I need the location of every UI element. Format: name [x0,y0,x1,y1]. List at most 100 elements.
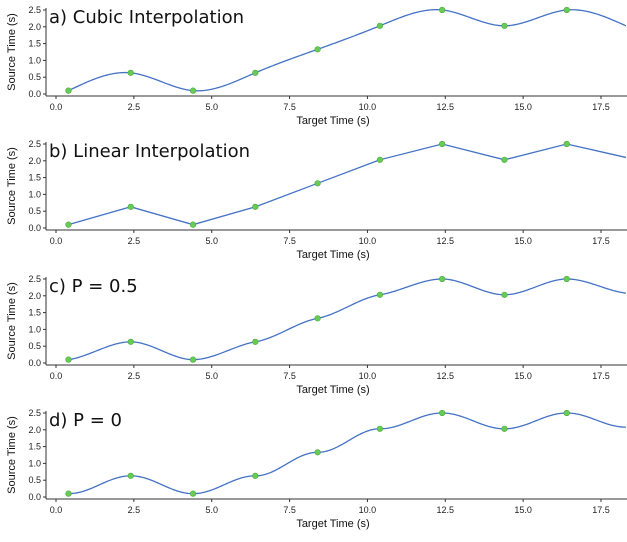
x-axis-label: Target Time (s) [296,115,369,127]
x-tick-label: 10.0 [359,102,377,112]
data-point [252,472,259,479]
panel-title: d) P = 0 [49,410,122,431]
x-tick-label: 2.5 [128,102,141,112]
data-point [314,315,321,322]
chart-panel: 0.0 0.5 1.0 1.5 2.0 2.5 0.0 2.5 5.0 7.5 10.0 12.5 15… [6,408,627,530]
data-point [252,69,259,76]
x-tick-label: 0.0 [50,102,63,112]
x-tick-label: 12.5 [437,505,455,515]
data-point [439,409,446,417]
data-point [439,140,446,148]
y-tick-label: 2.5 [28,274,41,284]
data-point [563,6,570,14]
x-tick-label: 15.0 [514,371,532,381]
data-point [65,87,72,94]
data-point [252,338,259,345]
chart-panel: 0.0 0.5 1.0 1.5 2.0 2.5 0.0 2.5 5.0 7.5 10.0 12.5 15… [6,139,627,261]
data-point [501,291,508,298]
y-tick-label: 1.5 [28,39,41,49]
y-tick-label: 0.5 [28,341,41,351]
data-point [563,275,570,283]
x-tick-label: 5.0 [205,102,218,112]
data-point [189,221,197,228]
data-point [563,409,570,417]
y-tick-label: 0.5 [28,206,41,216]
y-tick-label: 0.0 [28,492,41,502]
data-point [501,425,508,432]
data-point [501,22,508,29]
x-tick-label: 5.0 [205,236,218,246]
x-tick-label: 12.5 [437,371,455,381]
data-point [314,449,321,456]
y-axis-label: Source Time (s) [6,282,18,360]
y-tick-label: 1.5 [28,173,41,183]
x-tick-label: 2.5 [128,236,141,246]
data-point [127,338,134,345]
y-tick-label: 0.0 [28,223,41,233]
series-line [68,143,627,226]
x-tick-label: 7.5 [283,102,296,112]
y-axis-label: Source Time (s) [6,416,18,494]
data-point [501,156,508,163]
data-point [189,356,197,363]
x-tick-label: 17.5 [592,505,610,515]
y-tick-label: 2.5 [28,139,41,149]
data-point [314,180,321,187]
x-tick-label: 12.5 [437,236,455,246]
y-tick-label: 2.0 [28,425,41,435]
x-tick-label: 5.0 [205,371,218,381]
y-tick-label: 1.0 [28,55,41,65]
x-tick-label: 7.5 [283,371,296,381]
chart-panel: 0.0 0.5 1.0 1.5 2.0 2.5 0.0 2.5 5.0 7.5 10.0 12.5 15… [6,274,627,396]
y-tick-label: 0.0 [28,89,41,99]
x-axis-label: Target Time (s) [296,518,369,530]
x-tick-label: 0.0 [50,236,63,246]
x-tick-label: 15.0 [514,102,532,112]
y-tick-label: 1.0 [28,189,41,199]
x-tick-label: 10.0 [359,371,377,381]
series-line [68,9,627,92]
x-tick-label: 12.5 [437,102,455,112]
y-axis-label: Source Time (s) [6,147,18,225]
y-tick-label: 2.0 [28,22,41,32]
y-tick-label: 2.5 [28,408,41,418]
y-tick-label: 2.0 [28,156,41,166]
data-point [376,425,383,432]
x-tick-label: 10.0 [359,236,377,246]
x-tick-label: 10.0 [359,505,377,515]
data-point [376,22,383,29]
chart-panel: 0.0 0.5 1.0 1.5 2.0 2.5 0.0 2.5 5.0 7.5 10.0 12.5 15… [6,5,627,127]
data-point [127,69,134,76]
x-tick-label: 7.5 [283,505,296,515]
data-point [65,356,72,363]
y-tick-label: 0.0 [28,358,41,368]
x-tick-label: 5.0 [205,505,218,515]
data-point [439,6,446,14]
x-axis-label: Target Time (s) [296,384,369,396]
x-tick-label: 17.5 [592,102,610,112]
x-tick-label: 0.0 [50,505,63,515]
y-tick-label: 2.0 [28,291,41,301]
data-point [314,46,321,53]
y-axis-label: Source Time (s) [6,13,18,91]
data-point [127,472,134,479]
x-tick-label: 15.0 [514,505,532,515]
data-point [65,490,72,497]
y-tick-label: 0.5 [28,72,41,82]
series-line [68,278,626,361]
data-point [189,87,197,94]
panel-title: c) P = 0.5 [49,276,138,297]
x-tick-label: 17.5 [592,371,610,381]
y-tick-label: 1.5 [28,308,41,318]
data-point [376,156,383,163]
x-tick-label: 7.5 [283,236,296,246]
data-point [189,490,197,497]
data-point [376,291,383,298]
panel-title: b) Linear Interpolation [49,141,250,162]
y-tick-label: 1.5 [28,442,41,452]
y-tick-label: 0.5 [28,475,41,485]
x-tick-label: 2.5 [128,371,141,381]
series-line [68,412,626,495]
y-tick-label: 2.5 [28,5,41,15]
data-point [439,275,446,283]
